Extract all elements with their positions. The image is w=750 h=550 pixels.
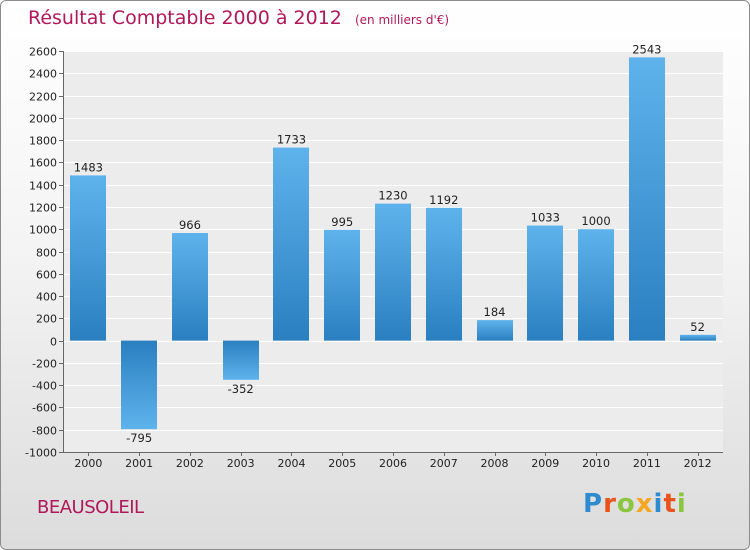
bar — [121, 340, 157, 430]
bar — [527, 225, 563, 341]
title-row: Résultat Comptable 2000 à 2012 (en milli… — [28, 7, 449, 29]
x-tick-label: 2012 — [684, 457, 712, 470]
data-label: 1000 — [581, 214, 610, 228]
y-tick-label: 1400 — [29, 180, 57, 193]
x-tick-label: 2004 — [277, 457, 305, 470]
bar — [477, 320, 513, 341]
data-label: 995 — [331, 215, 353, 229]
x-tick-label: 2010 — [582, 457, 610, 470]
y-tick-label: 2600 — [29, 46, 57, 59]
data-label: 1733 — [277, 133, 306, 147]
y-tick-label: 1200 — [29, 202, 57, 215]
y-tick-label: 1600 — [29, 157, 57, 170]
data-label: 52 — [690, 320, 705, 334]
town-name: BEAUSOLEIL — [37, 497, 144, 518]
bar — [70, 175, 106, 341]
y-tick-label: 0 — [50, 336, 57, 349]
bar — [426, 207, 462, 341]
logo-letter: o — [616, 489, 636, 519]
data-label: 1033 — [531, 211, 560, 225]
x-tick-label: 2009 — [531, 457, 559, 470]
data-label: 1192 — [429, 193, 458, 207]
y-tick-label: -200 — [32, 358, 57, 371]
y-tick-label: 600 — [36, 269, 57, 282]
data-label: 1483 — [74, 160, 103, 174]
y-tick-label: -800 — [32, 425, 57, 438]
logo-letter: t — [663, 489, 677, 519]
y-tick-label: 800 — [36, 247, 57, 260]
x-tick-label: 2007 — [430, 457, 458, 470]
y-tick-label: 2200 — [29, 91, 57, 104]
bar — [324, 229, 360, 341]
y-tick-label: 2000 — [29, 113, 57, 126]
bar — [273, 147, 309, 341]
bar — [375, 203, 411, 341]
bar — [172, 233, 208, 341]
data-label: 966 — [179, 218, 201, 232]
x-tick-label: 2000 — [74, 457, 102, 470]
proxiti-logo: Proxiti — [583, 489, 687, 519]
y-tick-label: -400 — [32, 380, 57, 393]
logo-letter: i — [653, 489, 664, 519]
y-tick-label: -600 — [32, 402, 57, 415]
logo-letter: P — [583, 489, 604, 519]
y-tick-label: 200 — [36, 313, 57, 326]
y-tick-label: 400 — [36, 291, 57, 304]
x-tick-label: 2011 — [633, 457, 661, 470]
bar — [629, 57, 665, 341]
data-label: 1230 — [378, 189, 407, 203]
bar — [680, 334, 716, 341]
x-tick-label: 2001 — [125, 457, 153, 470]
data-label: 184 — [484, 305, 506, 319]
y-tick-label: 1800 — [29, 135, 57, 148]
x-tick-label: 2005 — [328, 457, 356, 470]
bar — [223, 340, 259, 380]
data-label: -352 — [228, 382, 254, 396]
x-tick-label: 2008 — [481, 457, 509, 470]
logo-letter: x — [635, 489, 654, 519]
chart-subtitle: (en milliers d'€) — [354, 13, 450, 27]
x-tick-label: 2002 — [176, 457, 204, 470]
logo-letter: r — [603, 489, 617, 519]
x-tick-label: 2006 — [379, 457, 407, 470]
y-tick-label: 1000 — [29, 224, 57, 237]
logo-letter: i — [676, 489, 687, 519]
data-label: -795 — [126, 431, 152, 445]
chart-title: Résultat Comptable 2000 à 2012 — [28, 7, 342, 29]
y-tick-label: 2400 — [29, 68, 57, 81]
x-tick-label: 2003 — [227, 457, 255, 470]
y-tick-label: -1000 — [25, 447, 57, 460]
data-label: 2543 — [632, 42, 661, 56]
bar — [578, 229, 614, 341]
